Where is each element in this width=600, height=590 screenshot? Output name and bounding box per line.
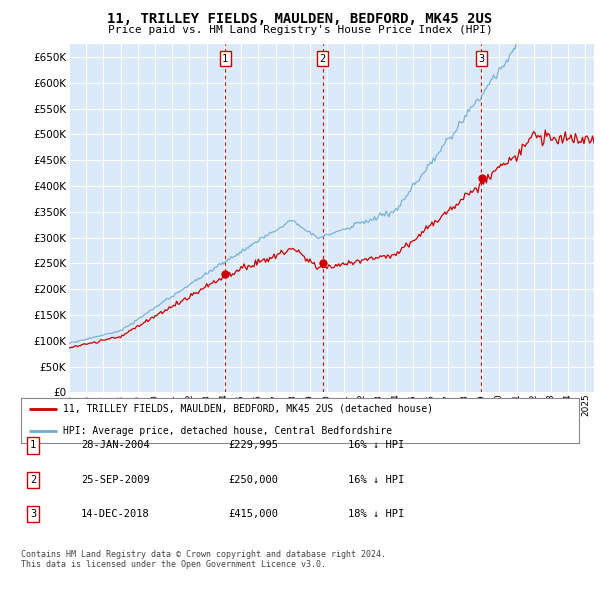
Text: Price paid vs. HM Land Registry's House Price Index (HPI): Price paid vs. HM Land Registry's House …	[107, 25, 493, 35]
Text: 3: 3	[30, 509, 36, 519]
Text: 11, TRILLEY FIELDS, MAULDEN, BEDFORD, MK45 2US (detached house): 11, TRILLEY FIELDS, MAULDEN, BEDFORD, MK…	[63, 404, 433, 414]
Text: £415,000: £415,000	[228, 509, 278, 519]
Text: 2: 2	[319, 54, 326, 64]
Text: 25-SEP-2009: 25-SEP-2009	[81, 475, 150, 484]
Text: 16% ↓ HPI: 16% ↓ HPI	[348, 441, 404, 450]
Text: 18% ↓ HPI: 18% ↓ HPI	[348, 509, 404, 519]
Text: 28-JAN-2004: 28-JAN-2004	[81, 441, 150, 450]
Text: 11, TRILLEY FIELDS, MAULDEN, BEDFORD, MK45 2US: 11, TRILLEY FIELDS, MAULDEN, BEDFORD, MK…	[107, 12, 493, 26]
Text: £250,000: £250,000	[228, 475, 278, 484]
Text: 2: 2	[30, 475, 36, 484]
Text: Contains HM Land Registry data © Crown copyright and database right 2024.
This d: Contains HM Land Registry data © Crown c…	[21, 550, 386, 569]
Text: 3: 3	[478, 54, 485, 64]
Text: 14-DEC-2018: 14-DEC-2018	[81, 509, 150, 519]
Text: HPI: Average price, detached house, Central Bedfordshire: HPI: Average price, detached house, Cent…	[63, 427, 392, 436]
Text: 1: 1	[30, 441, 36, 450]
Text: 1: 1	[222, 54, 229, 64]
Text: £229,995: £229,995	[228, 441, 278, 450]
Text: 16% ↓ HPI: 16% ↓ HPI	[348, 475, 404, 484]
